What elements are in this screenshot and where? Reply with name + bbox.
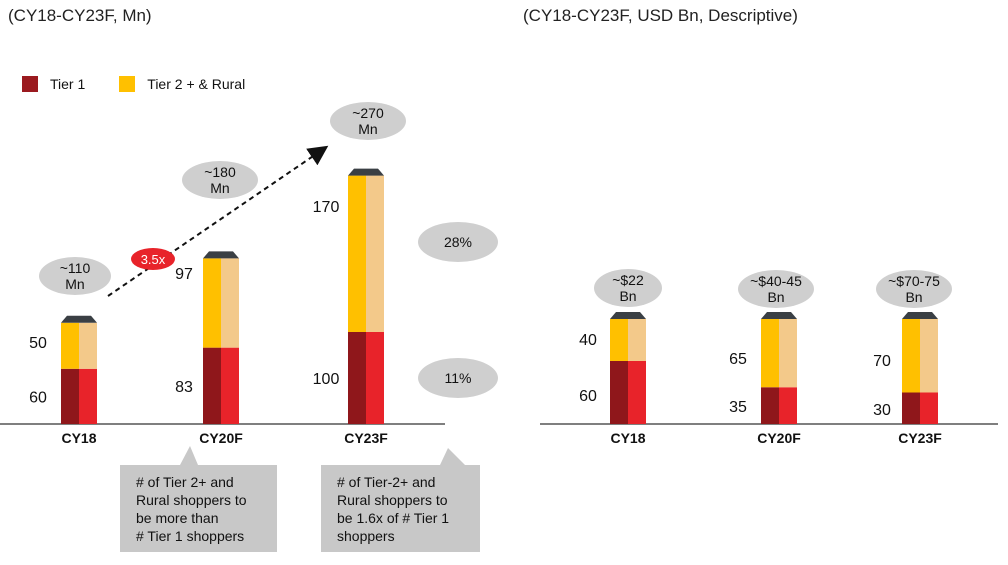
chart-right-subtitle: (CY18-CY23F, USD Bn, Descriptive) — [523, 6, 798, 25]
right-value-tier1-cy18: 60 — [579, 388, 597, 405]
chart-left-subtitle: (CY18-CY23F, Mn) — [8, 6, 152, 25]
left-total-bubble-cy18-text: ~110 — [60, 260, 91, 276]
right-bar-cy18-tier2-left — [610, 319, 628, 361]
growth-arrow — [107, 145, 329, 297]
right-total-bubble-cy20f-text: Bn — [767, 289, 784, 305]
left-category-label-cy23f: CY23F — [344, 430, 388, 446]
legend-swatch-tier2 — [119, 76, 136, 92]
cagr-bubble-tier2 — [418, 222, 498, 262]
left-bar-cy20f-cap — [203, 251, 239, 259]
legend-label-tier2: Tier 2 + & Rural — [147, 76, 246, 92]
right-bar-cy23f-tier1-left — [902, 392, 920, 424]
right-value-tier2-cy20f: 65 — [729, 351, 747, 368]
legend-swatch-tier1 — [22, 76, 38, 92]
legend-item-tier2: Tier 2 + & Rural — [119, 76, 245, 92]
right-value-tier1-cy23f: 30 — [873, 402, 891, 419]
callout-text: # of Tier 2+ and Rural shoppers to be mo… — [136, 474, 247, 544]
callout-tier2-1.6x-tier1: # of Tier-2+ and Rural shoppers to be 1.… — [321, 465, 480, 552]
left-total-bubble-cy20f-text: ~180 — [204, 164, 236, 180]
left-bar-cy18-tier1-right — [79, 368, 97, 424]
left-value-tier2-cy23f: 170 — [313, 199, 340, 216]
left-value-tier2-cy20f: 97 — [175, 266, 193, 283]
left-total-bubble-cy23f-text: Mn — [358, 121, 377, 137]
left-bar-cy20f-tier1-right — [221, 347, 239, 424]
left-bar-cy23f-tier1-left — [348, 332, 366, 424]
right-total-bubble-cy20f-text: ~$40-45 — [750, 273, 802, 289]
cagr-bubble-tier1 — [418, 358, 498, 398]
cagr-bubble-tier1-text: 11% — [445, 370, 472, 386]
right-bar-cy20f-tier1-right — [779, 387, 797, 424]
right-total-bubble-cy23f-text: Bn — [905, 289, 922, 305]
callout-pointer-cy23f — [440, 448, 465, 465]
left-bar-cy23f-tier2-right — [366, 175, 384, 332]
left-value-tier1-cy20f: 83 — [175, 379, 193, 396]
right-category-label-cy20f: CY20F — [757, 430, 801, 446]
right-category-label-cy23f: CY23F — [898, 430, 942, 446]
right-bar-cy20f-tier2-left — [761, 319, 779, 388]
right-total-bubble-cy18-text: Bn — [619, 288, 636, 304]
right-bar-cy20f-tier1-left — [761, 387, 779, 424]
right-bar-cy23f-tier2-right — [920, 319, 938, 393]
right-bar-cy23f-tier2-left — [902, 319, 920, 393]
legend: Tier 1 Tier 2 + & Rural — [22, 76, 279, 92]
left-value-tier2-cy18: 50 — [29, 335, 47, 352]
right-category-label-cy18: CY18 — [610, 430, 645, 446]
right-bar-cy18-tier2-right — [628, 319, 646, 361]
left-value-tier1-cy18: 60 — [29, 389, 47, 406]
left-total-bubble-cy20f — [182, 161, 258, 199]
legend-label-tier1: Tier 1 — [50, 76, 86, 92]
cagr-bubble-tier2-text: 28% — [444, 234, 472, 250]
left-total-bubble-cy18-text: Mn — [65, 276, 84, 292]
right-bar-cy23f-tier1-right — [920, 392, 938, 424]
right-total-bubble-cy20f — [738, 270, 814, 308]
left-total-bubble-cy20f-text: Mn — [210, 180, 229, 196]
callout-tier2-more-than-tier1: # of Tier 2+ and Rural shoppers to be mo… — [120, 465, 277, 552]
callout-pointer-cy20f — [180, 446, 198, 465]
right-bar-cy18-tier1-right — [628, 361, 646, 424]
callout-text: # of Tier-2+ and Rural shoppers to be 1.… — [337, 474, 450, 544]
left-bar-cy18-cap — [61, 315, 97, 323]
right-bar-cy20f-tier2-right — [779, 319, 797, 388]
right-bar-cy20f-cap — [761, 312, 797, 319]
right-value-tier2-cy23f: 70 — [873, 353, 891, 370]
right-value-tier1-cy20f: 35 — [729, 399, 747, 416]
left-category-label-cy18: CY18 — [61, 430, 96, 446]
left-bar-cy23f-tier1-right — [366, 332, 384, 424]
right-bar-cy18-cap — [610, 312, 646, 319]
left-bar-cy20f-tier2-left — [203, 258, 221, 348]
left-bar-cy18-tier2-left — [61, 322, 79, 369]
left-bar-cy23f-cap — [348, 168, 384, 176]
right-total-bubble-cy18-text: ~$22 — [612, 272, 644, 288]
right-total-bubble-cy18 — [594, 269, 662, 307]
left-total-bubble-cy23f — [330, 102, 406, 140]
right-bar-cy18-tier1-left — [610, 361, 628, 424]
left-bar-cy20f-tier2-right — [221, 258, 239, 348]
left-bar-cy23f-tier2-left — [348, 175, 366, 332]
right-value-tier2-cy18: 40 — [579, 332, 597, 349]
right-total-bubble-cy23f-text: ~$70-75 — [888, 273, 940, 289]
right-bar-cy23f-cap — [902, 312, 938, 319]
left-bar-cy18-tier1-left — [61, 368, 79, 424]
legend-item-tier1: Tier 1 — [22, 76, 85, 92]
left-bar-cy20f-tier1-left — [203, 347, 221, 424]
left-value-tier1-cy23f: 100 — [313, 371, 340, 388]
left-bar-cy18-tier2-right — [79, 322, 97, 369]
growth-badge — [131, 248, 175, 270]
left-total-bubble-cy23f-text: ~270 — [352, 105, 384, 121]
right-total-bubble-cy23f — [876, 270, 952, 308]
left-total-bubble-cy18 — [39, 257, 111, 295]
left-category-label-cy20f: CY20F — [199, 430, 243, 446]
growth-badge-text: 3.5x — [141, 252, 166, 267]
